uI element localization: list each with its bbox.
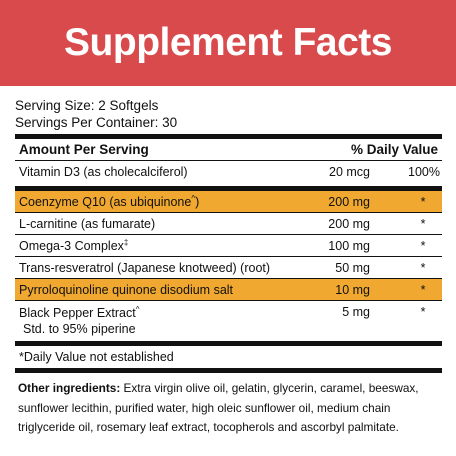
nutrient-row: Trans-resveratrol (Japanese knotweed) (r… bbox=[15, 257, 442, 278]
nutrient-dv: 100% bbox=[408, 164, 440, 179]
nutrient-row-vitamin-d3: Vitamin D3 (as cholecalciferol) 20 mcg 1… bbox=[15, 161, 442, 182]
nutrient-row: Coenzyme Q10 (as ubiquinone^) 200 mg * bbox=[15, 191, 442, 212]
nutrient-amount: 20 mcg bbox=[329, 164, 370, 179]
nutrient-amount: 200 mg bbox=[328, 194, 370, 209]
page-title: Supplement Facts bbox=[64, 21, 392, 64]
title-banner: Supplement Facts bbox=[0, 0, 456, 86]
nutrient-dv: * bbox=[420, 194, 426, 209]
nutrient-dv: * bbox=[420, 238, 426, 253]
daily-value-label: % Daily Value bbox=[350, 142, 438, 157]
other-ingredients-label: Other ingredients: bbox=[18, 381, 121, 395]
nutrient-row: L-carnitine (as fumarate) 200 mg * bbox=[15, 213, 442, 234]
divider-thin bbox=[15, 278, 442, 279]
nutrient-amount: 5 mg bbox=[342, 305, 370, 319]
divider-thin bbox=[15, 300, 442, 301]
nutrient-name: Trans-resveratrol (Japanese knotweed) (r… bbox=[19, 260, 271, 275]
divider-thin bbox=[15, 160, 442, 161]
nutrient-amount: 50 mg bbox=[335, 260, 370, 275]
nutrient-name: Coenzyme Q10 (as ubiquinone^) bbox=[19, 193, 200, 209]
pepper-standardization: Std. to 95% piperine bbox=[23, 322, 136, 336]
divider-thin bbox=[15, 256, 442, 257]
servings-per-container: Servings Per Container: 30 bbox=[15, 115, 178, 130]
nutrient-amount: 200 mg bbox=[328, 216, 370, 231]
pepper-name: Black Pepper Extract bbox=[19, 306, 136, 320]
nutrient-row: Omega-3 Complex‡ 100 mg * bbox=[15, 235, 442, 256]
divider-thick bbox=[15, 134, 442, 139]
nutrient-dv: * bbox=[420, 260, 426, 275]
other-ingredients: Other ingredients: Extra virgin olive oi… bbox=[15, 373, 442, 438]
divider-thick bbox=[15, 341, 442, 346]
amount-per-serving-label: Amount Per Serving bbox=[19, 142, 149, 157]
nutrient-list: Coenzyme Q10 (as ubiquinone^) 200 mg * L-ca… bbox=[15, 191, 442, 300]
pepper-sup: ^ bbox=[135, 304, 140, 314]
other-ingredients-text: Extra virgin olive oil, gelatin, glyceri… bbox=[18, 381, 419, 434]
nutrient-amount: 100 mg bbox=[328, 238, 370, 253]
divider-thin bbox=[15, 212, 442, 213]
nutrient-dv: * bbox=[420, 282, 426, 297]
nutrient-dv: * bbox=[420, 305, 426, 319]
nutrient-name: Pyrroloquinoline quinone disodium salt bbox=[19, 282, 234, 297]
serving-size: Serving Size: 2 Softgels bbox=[15, 98, 159, 113]
nutrient-name: Omega-3 Complex‡ bbox=[19, 237, 129, 253]
divider-thin bbox=[15, 234, 442, 235]
nutrient-row: Pyrroloquinoline quinone disodium salt 10… bbox=[15, 279, 442, 300]
supplement-facts-panel: Serving Size: 2 Softgels Servings Per Co… bbox=[15, 97, 442, 438]
daily-value-footnote: *Daily Value not established bbox=[19, 350, 174, 364]
divider-thick bbox=[15, 186, 442, 191]
nutrient-name: Vitamin D3 (as cholecalciferol) bbox=[19, 164, 188, 179]
header-row: Amount Per Serving % Daily Value bbox=[15, 139, 442, 160]
nutrient-amount: 10 mg bbox=[335, 282, 370, 297]
nutrient-name: L-carnitine (as fumarate) bbox=[19, 216, 156, 231]
divider-thick bbox=[15, 368, 442, 373]
nutrient-row-black-pepper: Black Pepper Extract^ Std. to 95% piperi… bbox=[15, 301, 442, 341]
nutrient-name: Black Pepper Extract^ Std. to 95% piperi… bbox=[19, 305, 139, 337]
nutrient-dv: * bbox=[420, 216, 426, 231]
